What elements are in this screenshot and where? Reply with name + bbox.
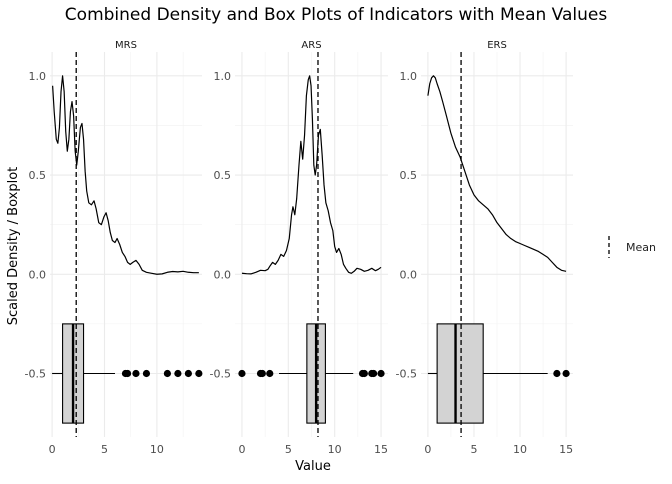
y-tick-label: 0.5 xyxy=(214,169,232,182)
y-tick-label: 0.0 xyxy=(29,268,47,281)
box-outlier xyxy=(163,369,172,378)
x-tick-label: 10 xyxy=(328,443,342,456)
facet-strip-label-ars: ARS xyxy=(301,40,321,51)
density-curve-mrs xyxy=(52,75,199,275)
y-tick-label: 0.0 xyxy=(214,268,232,281)
box-outlier xyxy=(360,369,368,378)
box-outlier xyxy=(132,369,140,378)
legend: Mean xyxy=(608,236,656,258)
x-tick-label: 5 xyxy=(101,443,108,456)
y-tick-label: -0.5 xyxy=(25,367,46,380)
box-outlier xyxy=(123,369,132,378)
box-outlier xyxy=(377,369,385,378)
box-outlier xyxy=(562,369,570,378)
y-tick-label: 0.5 xyxy=(400,169,418,182)
y-axis-label: Scaled Density / Boxplot xyxy=(6,167,21,326)
density-curve-ers xyxy=(427,75,567,272)
x-tick-label: 5 xyxy=(285,443,292,456)
facet-ers: ERS 1.0 0.5 0.0 -0.5 0 5 10 15 xyxy=(396,40,574,456)
box-outlier xyxy=(174,369,182,378)
x-tick-label: 5 xyxy=(470,443,477,456)
box-outlier xyxy=(553,369,561,378)
box-outlier xyxy=(258,369,266,378)
y-tick-label: 1.0 xyxy=(29,70,47,83)
facets-group: MRS 1.0 0.5 0.0 -0.5 0 5 10 ARS 1.0 0.5 0.0 -0.5 0 5 10… xyxy=(25,40,574,456)
box-outlier xyxy=(370,369,378,378)
box-outlier xyxy=(184,369,192,378)
density-curve-ars xyxy=(241,75,382,275)
x-tick-label: 0 xyxy=(49,443,56,456)
box-outlier xyxy=(195,369,203,378)
x-tick-label: 0 xyxy=(424,443,431,456)
x-axis-label: Value xyxy=(295,459,331,474)
x-tick-label: 0 xyxy=(238,443,245,456)
x-tick-label: 15 xyxy=(374,443,388,456)
box-outlier xyxy=(238,369,246,378)
facet-strip-label-mrs: MRS xyxy=(115,40,137,51)
y-tick-label: 1.0 xyxy=(400,70,418,83)
box-outlier xyxy=(266,369,274,378)
y-tick-label: 0.0 xyxy=(400,268,418,281)
y-tick-label: 0.5 xyxy=(29,169,47,182)
legend-label-mean: Mean xyxy=(626,241,656,254)
box-outlier xyxy=(142,369,151,378)
facet-ars: ARS 1.0 0.5 0.0 -0.5 0 5 10 15 xyxy=(210,40,389,456)
box-iqr xyxy=(436,323,484,424)
y-tick-label: 1.0 xyxy=(214,70,232,83)
x-tick-label: 15 xyxy=(559,443,573,456)
facet-strip-label-ers: ERS xyxy=(487,40,507,51)
chart-title: Combined Density and Box Plots of Indica… xyxy=(65,5,608,25)
y-tick-label: -0.5 xyxy=(396,367,417,380)
x-tick-label: 10 xyxy=(513,443,527,456)
y-tick-label: -0.5 xyxy=(210,367,231,380)
facet-mrs: MRS 1.0 0.5 0.0 -0.5 0 5 10 xyxy=(25,40,203,456)
x-tick-label: 10 xyxy=(150,443,164,456)
